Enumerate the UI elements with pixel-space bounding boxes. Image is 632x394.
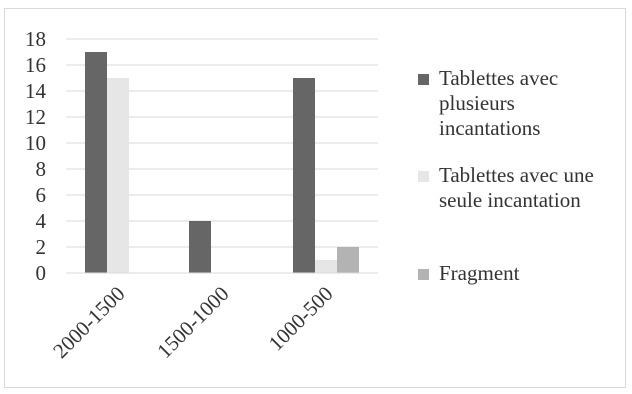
y-tick-label: 2 bbox=[36, 235, 47, 259]
bar-fragment-1000-500 bbox=[337, 247, 359, 273]
x-axis-tick-labels: 2000-1500 1500-1000 1000-500 bbox=[48, 282, 337, 363]
x-tick-label: 1000-500 bbox=[264, 282, 338, 356]
y-tick-label: 14 bbox=[25, 79, 47, 103]
bar-single-2000-1500 bbox=[107, 78, 129, 273]
y-tick-label: 16 bbox=[25, 53, 46, 77]
legend-label-fragment: Fragment bbox=[439, 261, 520, 285]
legend-label-single: Tablettes avec une seule incantation bbox=[439, 163, 594, 212]
y-tick-label: 8 bbox=[36, 157, 47, 181]
bar-single-1000-500 bbox=[315, 260, 337, 273]
bar-multi-2000-1500 bbox=[85, 52, 107, 273]
bar-multi-1000-500 bbox=[293, 78, 315, 273]
y-tick-label: 0 bbox=[36, 261, 47, 285]
y-tick-label: 4 bbox=[36, 209, 47, 233]
x-tick-label: 1500-1000 bbox=[152, 282, 233, 363]
legend-swatch-multi bbox=[418, 74, 429, 85]
x-tick-label: 2000-1500 bbox=[48, 282, 129, 363]
bars bbox=[85, 52, 359, 273]
bar-multi-1500-1000 bbox=[189, 221, 211, 273]
y-tick-label: 10 bbox=[25, 131, 46, 155]
y-tick-label: 18 bbox=[25, 27, 46, 51]
legend-swatch-fragment bbox=[418, 269, 429, 280]
legend-label-multi: Tablettes avec plusieurs incantations bbox=[439, 66, 559, 140]
y-tick-label: 6 bbox=[36, 183, 47, 207]
legend-swatch-single bbox=[418, 171, 429, 182]
y-tick-label: 12 bbox=[25, 105, 46, 129]
